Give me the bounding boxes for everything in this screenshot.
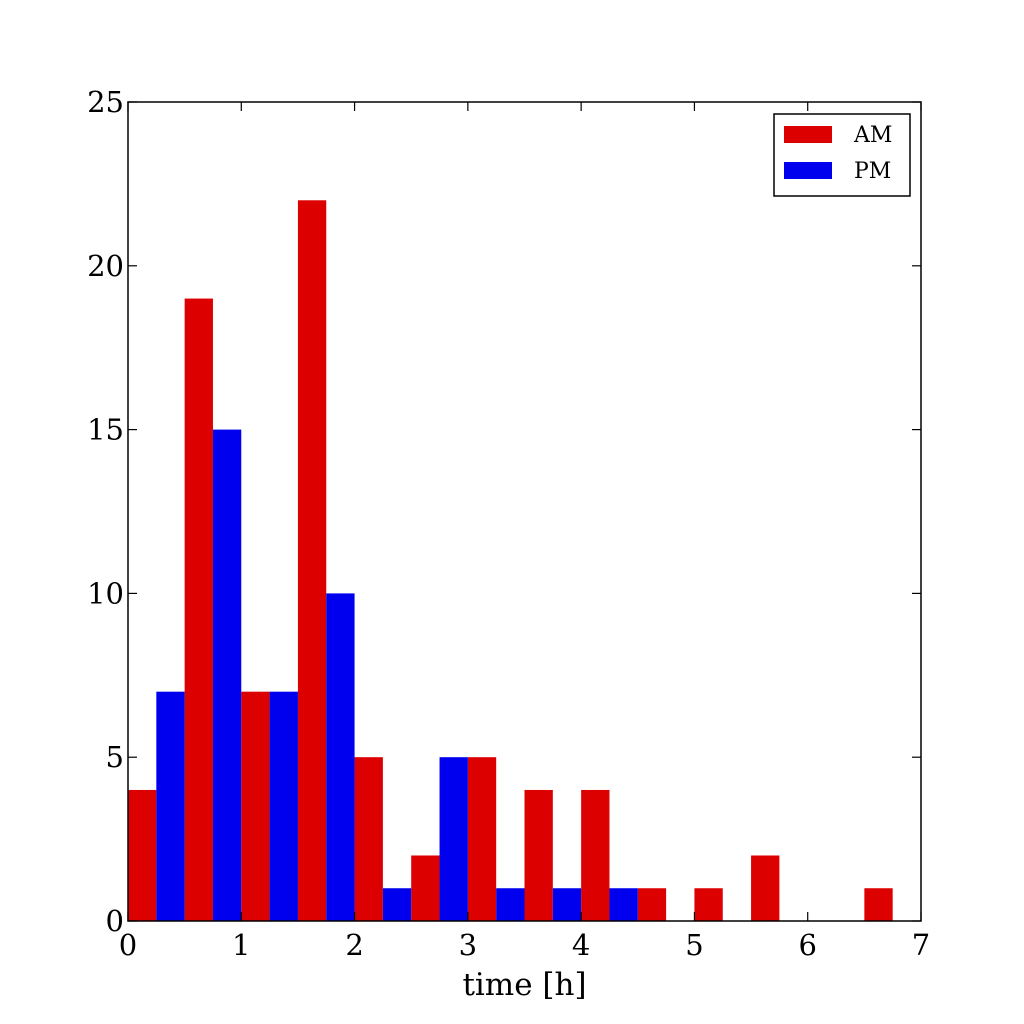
y-tick-label-0: 0 (106, 904, 124, 938)
legend: AM PM (773, 113, 911, 197)
bar-am-10 (694, 888, 723, 921)
legend-label-pm: PM (854, 159, 891, 184)
x-tick-label-4: 4 (572, 928, 590, 962)
bar-am-13 (864, 888, 893, 921)
y-tick-label-5: 25 (87, 85, 124, 119)
bar-pm-7 (552, 888, 582, 921)
axis-ticks (127, 101, 922, 922)
bar-am-11 (751, 855, 780, 921)
y-tick-label-1: 5 (106, 740, 124, 774)
x-tick-label-6: 6 (798, 928, 816, 962)
bar-am-9 (637, 888, 667, 921)
bar-pm-2 (269, 691, 298, 921)
x-tick-label-7: 7 (912, 928, 930, 962)
bar-am-2 (241, 691, 270, 921)
y-tick-labels: 0 5 10 15 20 25 (87, 85, 124, 938)
x-tick-label-0: 0 (119, 928, 137, 962)
plot-frame (127, 101, 922, 922)
x-tick-label-2: 2 (345, 928, 363, 962)
bar-pm-0 (156, 691, 185, 921)
bar-pm-5 (439, 757, 468, 921)
y-tick-label-2: 10 (87, 576, 124, 610)
bar-am-8 (581, 789, 610, 921)
bar-pm-6 (496, 888, 525, 921)
x-tick-label-1: 1 (232, 928, 250, 962)
bar-pm-1 (212, 429, 242, 921)
legend-swatch-am (784, 126, 832, 143)
bar-am-5 (411, 855, 440, 921)
bar-am-6 (467, 757, 497, 921)
x-tick-labels: 0 1 2 3 4 5 6 7 (119, 928, 930, 962)
bars-group (128, 200, 893, 921)
bar-am-3 (297, 200, 327, 921)
x-axis-label: time [h] (462, 967, 586, 1003)
bar-pm-4 (382, 888, 412, 921)
y-tick-label-3: 15 (87, 413, 124, 447)
bar-am-7 (524, 789, 553, 921)
bar-pm-3 (326, 593, 355, 921)
y-tick-label-4: 20 (87, 249, 124, 283)
bar-am-1 (184, 298, 213, 921)
bar-pm-8 (609, 888, 638, 921)
bar-am-4 (354, 757, 383, 921)
bar-am-0 (128, 789, 157, 921)
legend-label-am: AM (853, 123, 892, 148)
x-tick-label-3: 3 (459, 928, 477, 962)
legend-swatch-pm (784, 162, 832, 179)
x-tick-label-5: 5 (685, 928, 703, 962)
